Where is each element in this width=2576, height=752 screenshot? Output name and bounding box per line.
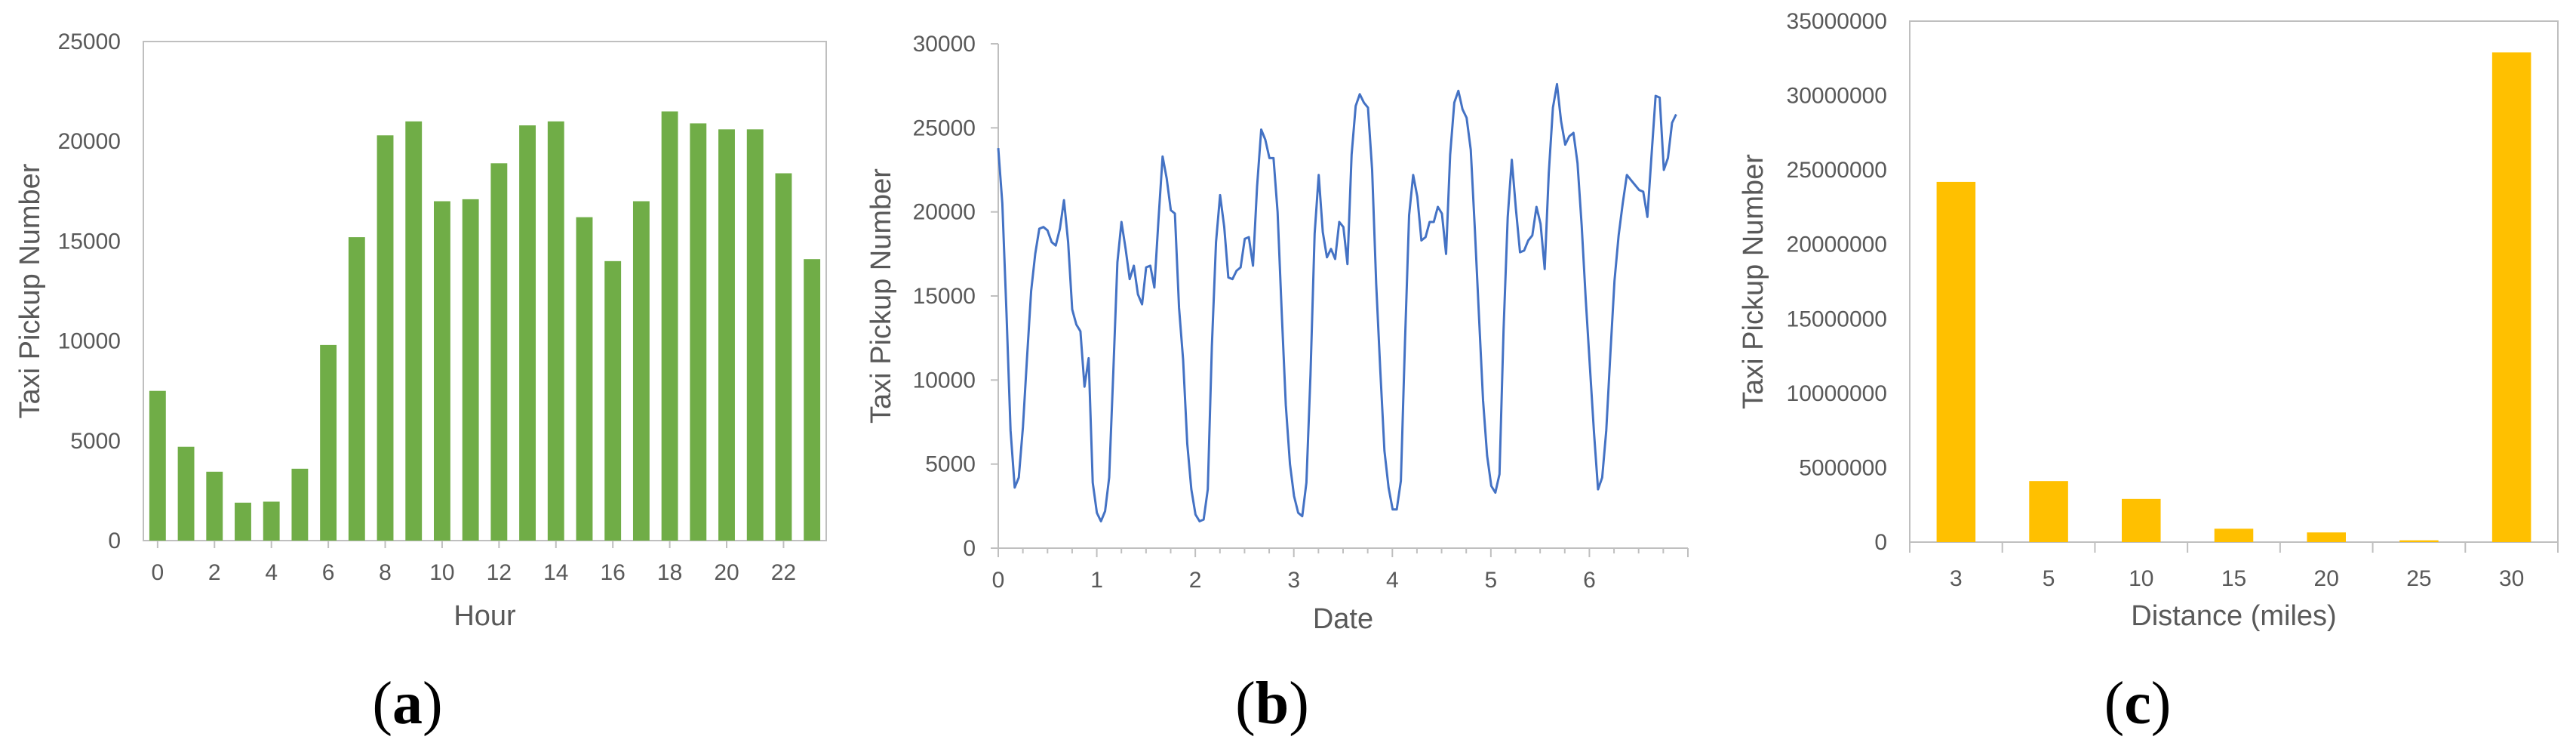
panel-letter: a (392, 670, 423, 737)
x-tick-label: 0 (152, 560, 164, 585)
x-tick-label: 5 (2043, 566, 2055, 591)
x-tick-label: 20 (2314, 566, 2339, 591)
bar (2029, 481, 2068, 542)
x-tick-label: 4 (265, 560, 278, 585)
bar (604, 260, 622, 541)
x-tick-label: 16 (601, 560, 626, 585)
bar (235, 502, 251, 541)
x-tick-label: 14 (543, 560, 568, 585)
bar (2122, 498, 2161, 542)
bar (576, 217, 593, 541)
bar (348, 237, 365, 541)
y-tick-label: 15000000 (1787, 307, 1887, 331)
bar (804, 259, 821, 541)
bar (2214, 529, 2254, 542)
panel-label: (b) (1235, 670, 1309, 737)
bar (718, 129, 735, 541)
y-tick-label: 25000 (58, 29, 121, 54)
x-tick-label: 18 (657, 560, 682, 585)
panel-label: (c) (2104, 670, 2172, 737)
y-tick-label: 5000000 (1799, 455, 1887, 480)
y-axis-label: Taxi Pickup Number (14, 163, 46, 418)
y-axis-label: Taxi Pickup Number (865, 168, 897, 424)
x-tick-label: 2 (208, 560, 221, 585)
bar (462, 199, 479, 541)
bar (291, 468, 309, 541)
x-axis-label: Date (1313, 603, 1373, 635)
bar (206, 471, 223, 541)
bar (377, 135, 394, 541)
y-tick-label: 35000000 (1787, 9, 1887, 34)
x-tick-label: 1 (1090, 568, 1103, 593)
y-tick-label: 20000 (913, 200, 976, 225)
x-tick-label: 5 (1485, 568, 1498, 593)
bar (775, 173, 792, 541)
chart-panel-b: 0 1 2 3 4 5 6 0 5000 10000 15000 20000 25000 30000 Tax… (865, 32, 1689, 737)
y-tick-label: 30000000 (1787, 84, 1887, 109)
y-tick-label: 20000000 (1787, 233, 1887, 257)
bar (1936, 181, 1976, 542)
bar (661, 111, 678, 541)
y-tick-label: 0 (108, 529, 121, 553)
bar (177, 446, 195, 541)
y-tick-label: 30000 (913, 32, 976, 57)
x-tick-label: 25 (2406, 566, 2431, 591)
x-axis-label: Distance (miles) (2131, 600, 2336, 632)
x-tick-label: 15 (2221, 566, 2246, 591)
series-line (997, 82, 1677, 522)
bar (2491, 52, 2531, 542)
y-tick-label: 5000 (70, 429, 121, 454)
y-tick-label: 10000 (913, 368, 976, 393)
bar (490, 163, 508, 541)
y-tick-label: 0 (963, 536, 976, 561)
x-tick-label: 10 (2129, 566, 2153, 591)
bar (2307, 532, 2346, 542)
bar (547, 121, 564, 541)
bar (405, 121, 423, 541)
y-tick-label: 0 (1874, 530, 1887, 555)
chart-panel-a: 0 2 4 6 8 10 12 14 16 18 20 22 0 5000 10000 15000 20000 2… (14, 29, 827, 737)
x-tick-label: 10 (429, 560, 454, 585)
bar (149, 390, 166, 541)
bar (519, 125, 536, 541)
y-tick-label: 10000 (58, 329, 121, 354)
y-tick-label: 10000000 (1787, 381, 1887, 406)
plot-frame (143, 41, 827, 541)
panel-letter: b (1256, 670, 1290, 737)
x-tick-label: 22 (771, 560, 796, 585)
x-tick-label: 3 (1287, 568, 1300, 593)
x-tick-label: 4 (1386, 568, 1399, 593)
plot-frame (1909, 20, 2559, 543)
x-tick-label: 30 (2499, 566, 2524, 591)
x-tick-label: 0 (992, 568, 1005, 593)
x-tick-label: 6 (1583, 568, 1596, 593)
x-tick-label: 12 (487, 560, 512, 585)
x-axis-label: Hour (453, 600, 516, 632)
y-tick-label: 25000 (913, 116, 976, 140)
bar (632, 201, 650, 541)
y-axis-label: Taxi Pickup Number (1738, 154, 1769, 409)
panel-letter: c (2124, 670, 2151, 737)
bar (263, 501, 280, 541)
panel-label: (a) (372, 670, 442, 737)
bar (2399, 540, 2439, 542)
bar (746, 129, 764, 541)
x-tick-label: 2 (1189, 568, 1202, 593)
bar (320, 344, 337, 541)
x-tick-label: 3 (1950, 566, 1963, 591)
x-tick-label: 6 (322, 560, 335, 585)
y-tick-label: 15000 (58, 229, 121, 254)
chart-panel-c: 3 5 10 15 20 25 30 0 5000000 10000000 15000000 2000… (1738, 9, 2559, 737)
bar (690, 123, 707, 541)
y-tick-label: 15000 (913, 284, 976, 309)
y-tick-label: 5000 (925, 452, 976, 477)
x-tick-label: 8 (379, 560, 392, 585)
y-tick-label: 20000 (58, 129, 121, 154)
y-tick-label: 25000000 (1787, 158, 1887, 183)
bar (434, 201, 450, 541)
x-tick-label: 20 (714, 560, 739, 585)
